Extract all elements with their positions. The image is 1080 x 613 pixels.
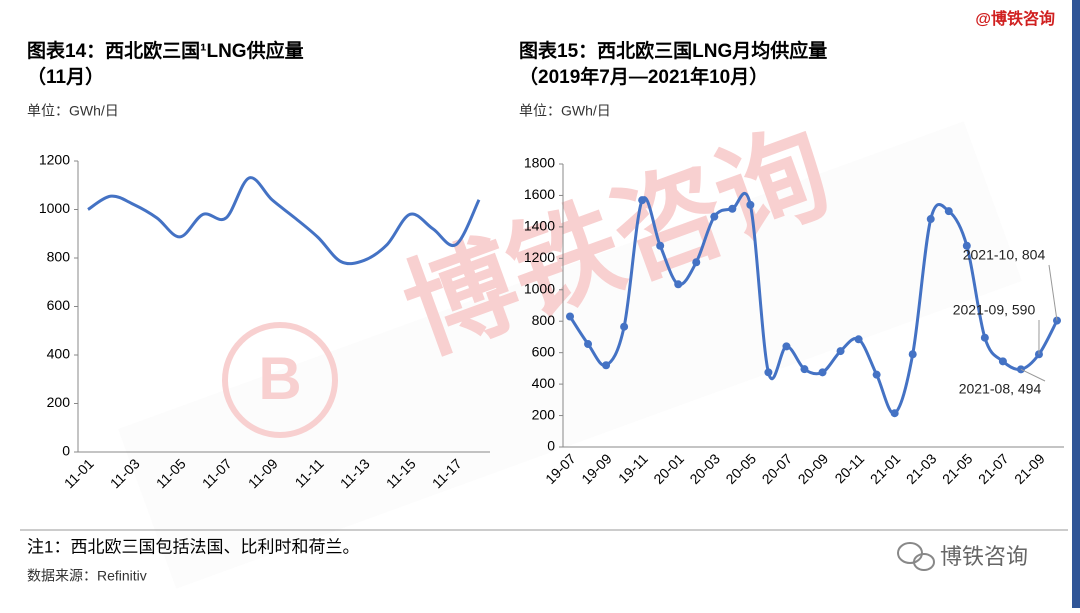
chart-subtitle: （2019年7月—2021年10月） bbox=[519, 65, 768, 88]
data-point bbox=[728, 205, 736, 213]
data-point bbox=[692, 258, 700, 266]
y-tick-label: 0 bbox=[62, 443, 70, 459]
unit-label: 单位：GWh/日 bbox=[519, 103, 611, 119]
x-tick-label: 20-07 bbox=[759, 450, 796, 487]
y-tick-label: 800 bbox=[532, 312, 556, 328]
data-point bbox=[710, 213, 718, 221]
y-tick-label: 1200 bbox=[39, 152, 70, 168]
footnote: 注1：西北欧三国包括法国、比利时和荷兰。 bbox=[27, 537, 359, 556]
y-tick-label: 200 bbox=[532, 406, 556, 422]
data-point bbox=[566, 313, 574, 321]
y-tick-label: 1000 bbox=[524, 280, 555, 296]
x-tick-label: 20-03 bbox=[686, 450, 723, 487]
data-point bbox=[620, 323, 628, 331]
x-tick-label: 20-01 bbox=[650, 450, 687, 487]
x-tick-label: 21-03 bbox=[903, 450, 940, 487]
chart-title: 图表15：西北欧三国LNG月均供应量 bbox=[519, 39, 827, 62]
x-tick-label: 21-01 bbox=[867, 450, 904, 487]
leader-line bbox=[1049, 265, 1057, 321]
watermark-band bbox=[118, 121, 1022, 589]
data-point bbox=[782, 342, 790, 350]
data-point bbox=[891, 409, 899, 417]
data-point bbox=[819, 368, 827, 376]
y-tick-label: 1200 bbox=[524, 249, 555, 265]
chart-title: 图表14：西北欧三国¹LNG供应量 bbox=[27, 39, 304, 62]
leader-line bbox=[1021, 369, 1045, 381]
data-point bbox=[800, 365, 808, 373]
data-point bbox=[746, 201, 754, 209]
x-tick-label: 19-11 bbox=[615, 450, 651, 486]
chart-subtitle: （11月） bbox=[27, 65, 104, 88]
y-tick-label: 400 bbox=[532, 375, 556, 391]
data-point bbox=[638, 196, 646, 204]
data-point bbox=[764, 368, 772, 376]
y-tick-label: 1600 bbox=[524, 186, 555, 202]
data-point bbox=[584, 340, 592, 348]
data-point bbox=[909, 350, 917, 358]
y-tick-label: 1400 bbox=[524, 218, 555, 234]
source: 数据来源：Refinitiv bbox=[27, 568, 147, 584]
y-tick-label: 1800 bbox=[524, 155, 555, 171]
data-point bbox=[945, 207, 953, 215]
x-tick-label: 11-01 bbox=[61, 455, 97, 491]
edge-bar bbox=[1072, 0, 1080, 608]
data-label: 2021-09, 590 bbox=[953, 302, 1036, 318]
y-tick-label: 0 bbox=[547, 438, 555, 454]
data-point bbox=[927, 215, 935, 223]
data-point bbox=[855, 335, 863, 343]
wechat-logo: 博铁咨询 bbox=[898, 543, 1028, 570]
data-point bbox=[873, 371, 881, 379]
x-tick-label: 19-07 bbox=[542, 450, 579, 487]
data-point bbox=[656, 242, 664, 250]
x-tick-label: 21-09 bbox=[1011, 450, 1048, 487]
watermark-logo-mark: B bbox=[258, 345, 301, 412]
wechat-icon bbox=[898, 543, 922, 563]
y-tick-label: 1000 bbox=[39, 200, 70, 216]
data-point bbox=[674, 280, 682, 288]
data-point bbox=[837, 347, 845, 355]
x-tick-label: 21-07 bbox=[975, 450, 1012, 487]
data-label: 2021-08, 494 bbox=[959, 381, 1042, 397]
data-point bbox=[981, 334, 989, 342]
data-label: 2021-10, 804 bbox=[963, 247, 1046, 263]
y-tick-label: 600 bbox=[47, 297, 71, 313]
data-point bbox=[602, 361, 610, 369]
y-tick-label: 400 bbox=[47, 346, 71, 362]
y-tick-label: 800 bbox=[47, 249, 71, 265]
data-point bbox=[999, 357, 1007, 365]
watermark-group: B 博铁咨询 bbox=[118, 109, 1022, 589]
x-tick-label: 20-05 bbox=[722, 450, 759, 487]
unit-label: 单位：GWh/日 bbox=[27, 103, 119, 119]
y-tick-label: 600 bbox=[532, 343, 556, 359]
y-tick-label: 200 bbox=[47, 394, 71, 410]
wechat-name: 博铁咨询 bbox=[940, 544, 1028, 569]
x-tick-label: 20-11 bbox=[831, 450, 867, 486]
brand: @博铁咨询 bbox=[975, 9, 1055, 28]
x-tick-label: 20-09 bbox=[795, 450, 832, 487]
x-tick-label: 21-05 bbox=[939, 450, 976, 487]
x-tick-label: 19-09 bbox=[578, 450, 615, 487]
